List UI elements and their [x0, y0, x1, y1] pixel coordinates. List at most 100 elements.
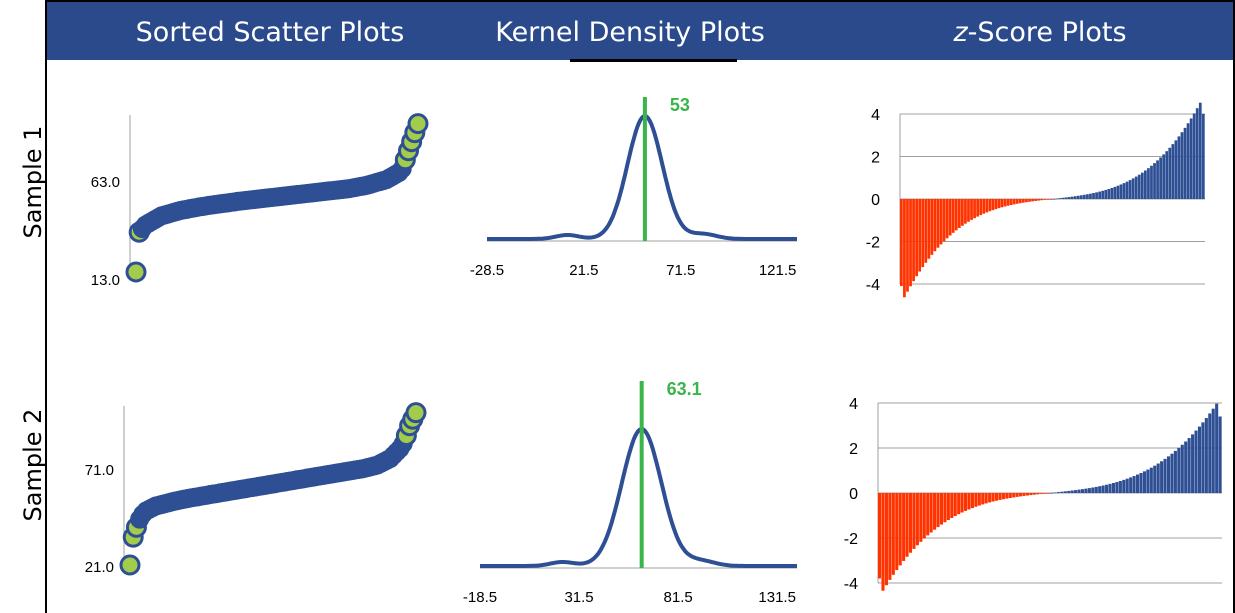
- x-tick-label: -18.5: [463, 589, 497, 606]
- z-bar: [1215, 403, 1219, 493]
- z-bar: [1040, 199, 1044, 201]
- z-bar: [1046, 199, 1050, 200]
- z-bar: [900, 199, 903, 287]
- z-bar: [1171, 144, 1175, 199]
- z-bar: [1189, 118, 1193, 199]
- z-bar: [939, 493, 944, 525]
- z-bar: [1201, 114, 1205, 199]
- z-bar: [1105, 484, 1109, 493]
- z-bar: [1052, 198, 1056, 200]
- z-bar: [1177, 447, 1181, 493]
- z-bar: [1131, 178, 1135, 199]
- z-bar: [1162, 154, 1166, 199]
- z-bar: [1046, 493, 1050, 494]
- z-bar: [1006, 199, 1010, 206]
- y-tick-label: 13.0: [91, 272, 120, 289]
- z-bar: [1084, 488, 1088, 493]
- column-title-zscore-rest: -Score Plots: [967, 17, 1127, 48]
- z-bar: [1070, 490, 1074, 493]
- z-bar: [1173, 450, 1177, 493]
- z-bar: [1195, 108, 1199, 199]
- z-bar: [1142, 471, 1146, 493]
- z-bar: [1050, 492, 1054, 494]
- z-bar: [884, 493, 888, 586]
- z-bar: [1074, 490, 1078, 493]
- z-bar: [1122, 479, 1126, 493]
- z-bar: [1043, 199, 1047, 200]
- z-bar: [1077, 489, 1081, 493]
- z-bar: [1022, 199, 1025, 203]
- z-bar: [1163, 458, 1167, 493]
- data-point: [405, 402, 427, 424]
- z-bar: [895, 493, 899, 570]
- y-tick-label: 63.0: [91, 174, 120, 191]
- z-bar: [1079, 195, 1083, 199]
- z-bar: [1022, 493, 1026, 496]
- z-bar: [1043, 493, 1047, 494]
- z-bar: [912, 493, 916, 549]
- z-bar: [1168, 147, 1172, 199]
- z-bar: [970, 493, 974, 509]
- z-bar: [1153, 465, 1157, 493]
- z-bar: [1073, 196, 1077, 199]
- z-bar: [942, 199, 946, 242]
- z-bar: [1128, 180, 1132, 199]
- figure-frame: [45, 0, 1235, 613]
- z-bar: [1108, 483, 1112, 493]
- z-bar: [1159, 157, 1162, 199]
- z-bar: [1198, 102, 1202, 199]
- z-bar: [1067, 490, 1071, 493]
- z-bar: [915, 493, 919, 546]
- z-bar: [1177, 136, 1181, 199]
- z-bar: [902, 493, 906, 561]
- y-tick-label: 21.0: [85, 559, 114, 576]
- z-bar: [1008, 493, 1012, 498]
- z-bar: [1146, 469, 1150, 493]
- column-title-zscore-italic: z: [953, 17, 968, 48]
- z-bar: [994, 493, 999, 501]
- z-bar: [1067, 197, 1071, 199]
- z-bar: [1058, 198, 1062, 199]
- z-bar: [1087, 488, 1091, 493]
- z-bar: [954, 199, 958, 231]
- z-bar: [1187, 438, 1191, 493]
- z-bar: [997, 199, 1001, 209]
- z-bar: [951, 199, 955, 233]
- z-bar: [926, 493, 930, 536]
- z-bar: [1170, 453, 1174, 493]
- z-bar: [967, 493, 971, 510]
- z-bar: [946, 493, 950, 521]
- z-bar: [961, 199, 964, 226]
- z-bar: [953, 493, 957, 517]
- y-tick-label: 0: [871, 192, 880, 209]
- z-bar: [950, 493, 954, 518]
- z-bar: [1160, 461, 1164, 493]
- z-bar: [957, 199, 961, 228]
- z-bar: [915, 199, 918, 277]
- z-bar: [1125, 181, 1129, 199]
- z-bar: [1015, 493, 1019, 497]
- z-bar: [974, 493, 978, 507]
- z-bar: [1218, 416, 1222, 493]
- z-bar: [1201, 422, 1205, 493]
- z-bar: [903, 199, 906, 298]
- z-bar: [1055, 198, 1059, 200]
- z-bar: [918, 199, 922, 272]
- x-tick-label: 131.5: [758, 589, 796, 606]
- z-bar: [1018, 199, 1022, 204]
- z-bar: [1110, 187, 1114, 199]
- z-bar: [982, 199, 986, 214]
- z-bar: [1192, 113, 1196, 199]
- z-bar: [906, 199, 909, 292]
- y-tick-label: 4: [849, 396, 858, 413]
- z-bar: [1150, 165, 1153, 199]
- z-bar: [1129, 477, 1133, 493]
- z-bar: [1180, 444, 1184, 493]
- z-bar: [1015, 199, 1019, 204]
- z-bar: [908, 493, 913, 553]
- header-underline: [570, 59, 737, 62]
- z-bar: [1122, 183, 1126, 199]
- z-bar: [1174, 140, 1178, 199]
- column-title-zscore: z-Score Plots: [880, 2, 1200, 60]
- z-bar: [970, 199, 973, 220]
